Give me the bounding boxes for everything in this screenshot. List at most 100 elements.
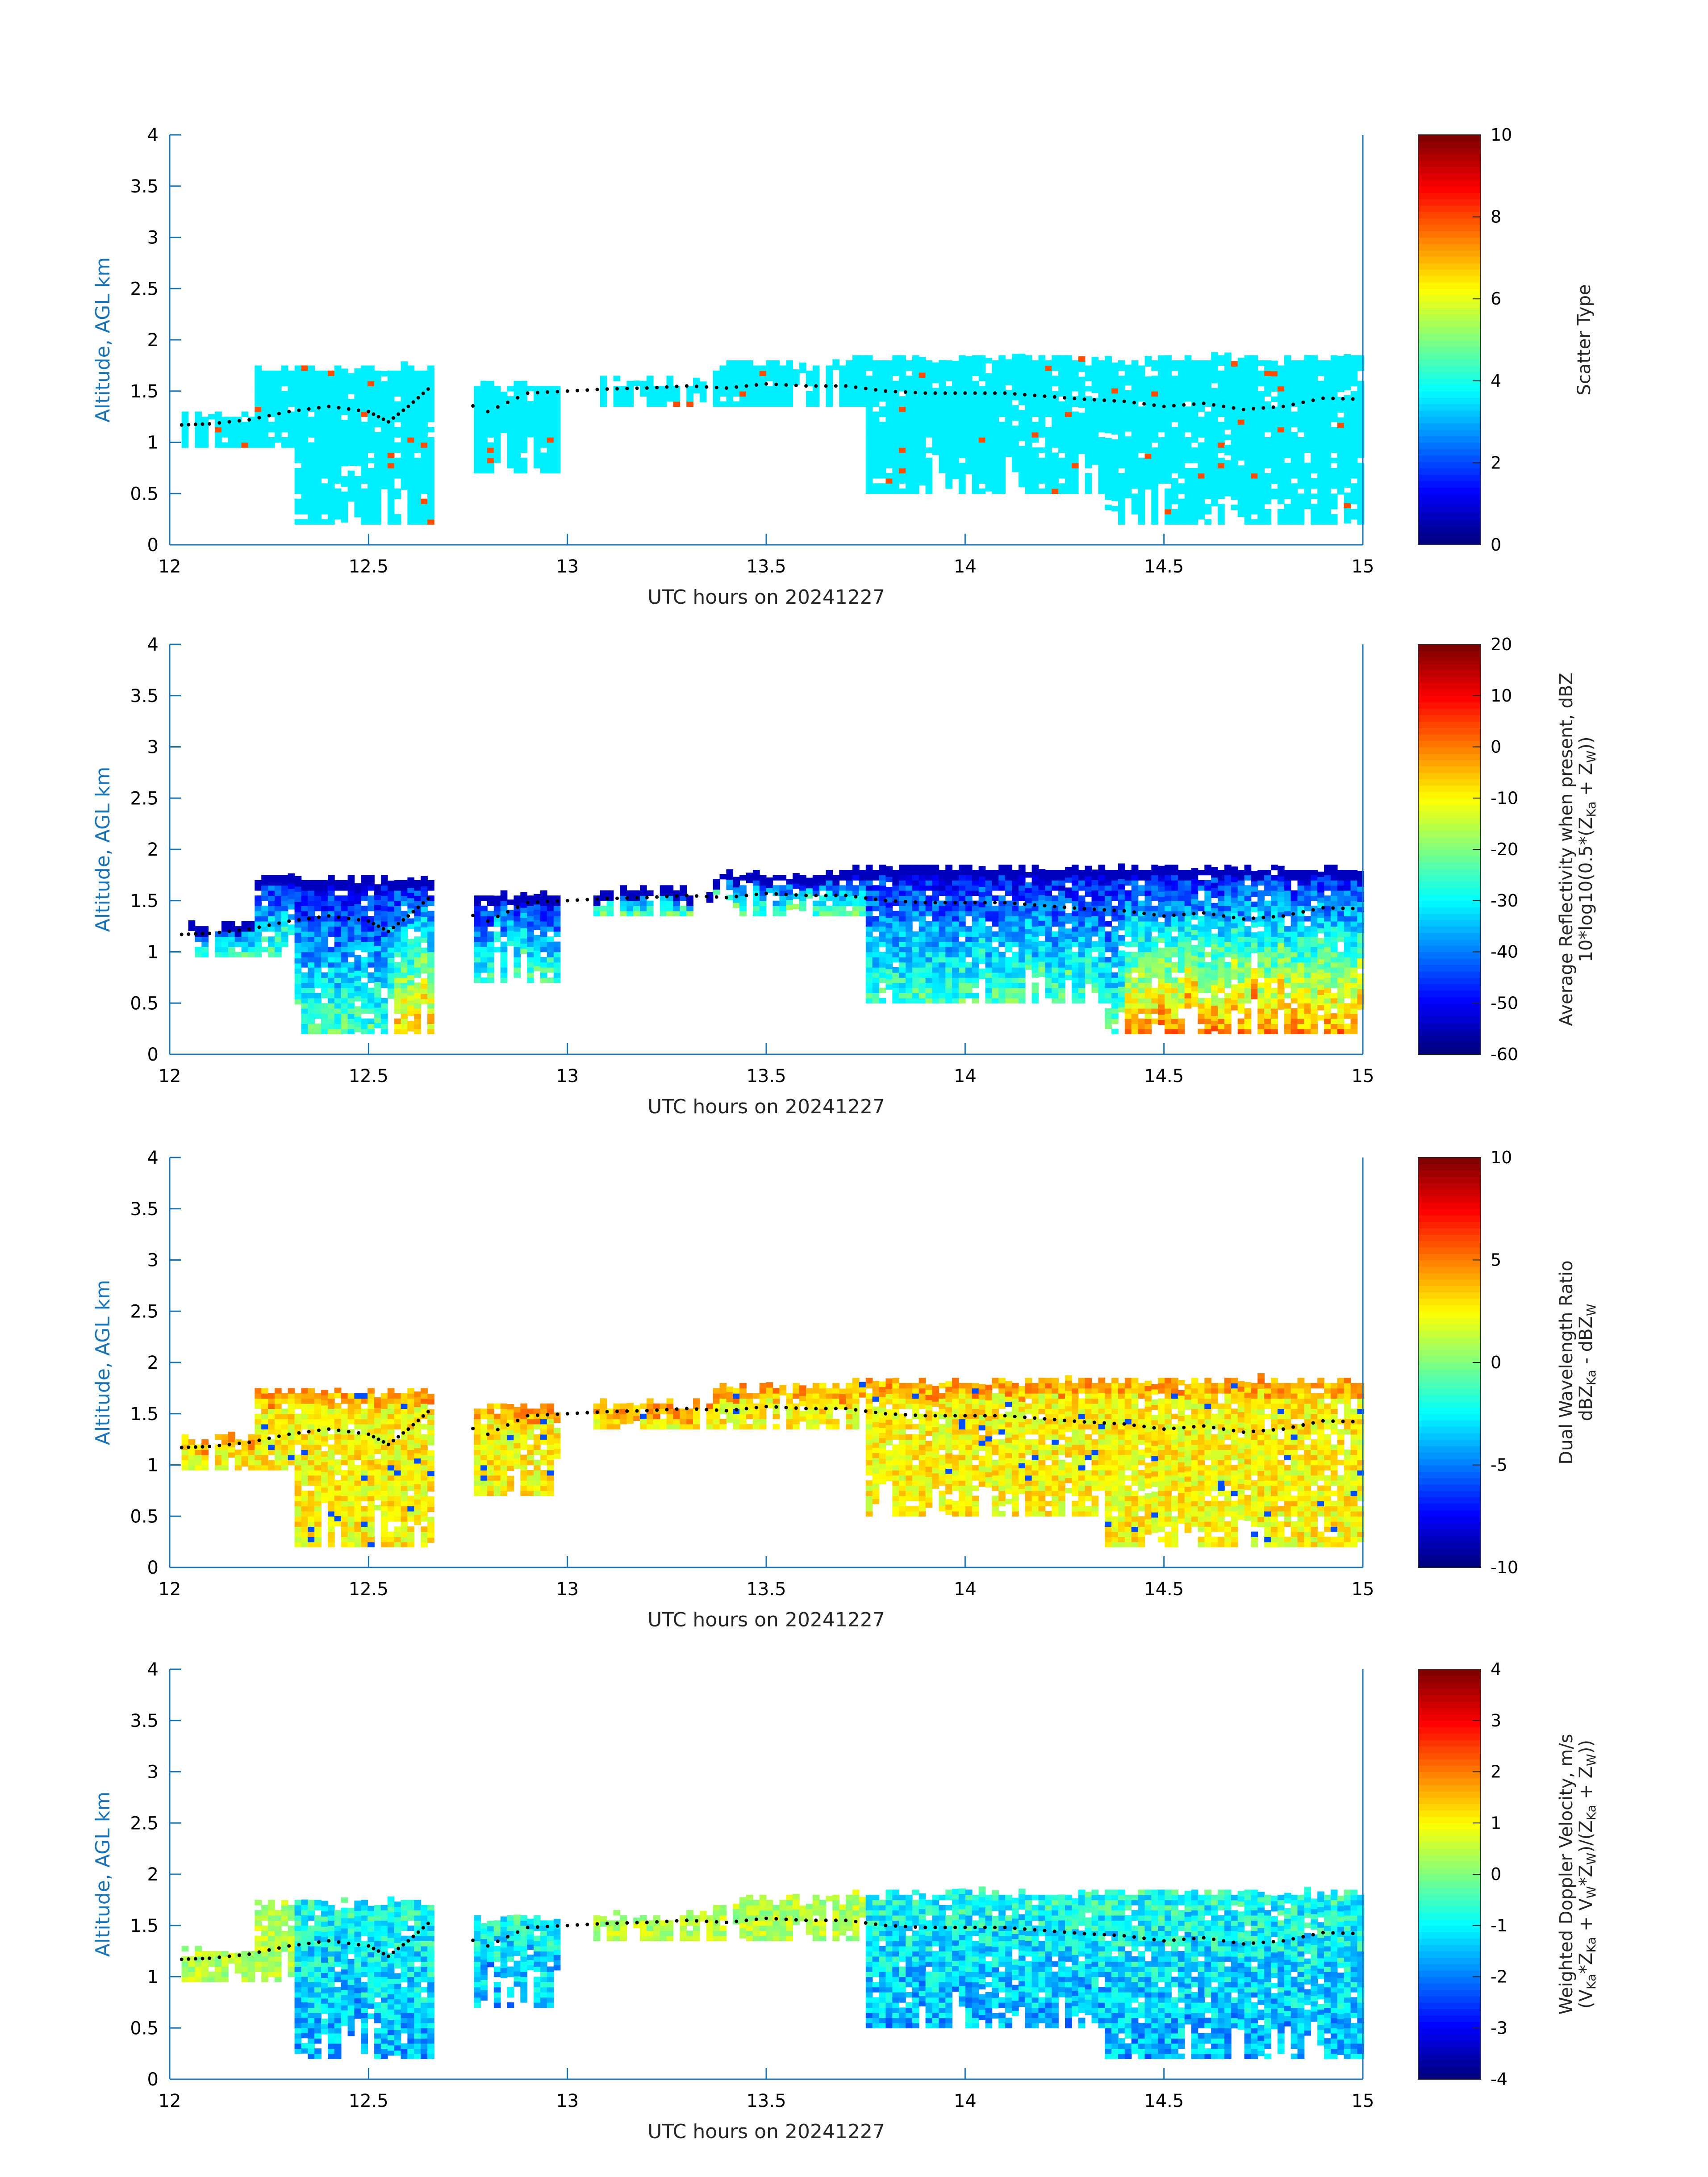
heatmap-cell: [1031, 360, 1039, 366]
heatmap-cell: [726, 380, 734, 387]
heatmap-cell: [553, 401, 561, 407]
heatmap-cell: [328, 370, 335, 376]
heatmap-cell: [912, 875, 919, 881]
heatmap-cell: [1290, 386, 1298, 392]
heatmap-cell: [1271, 453, 1278, 459]
heatmap-cell: [520, 422, 527, 427]
heatmap-cell: [1144, 479, 1152, 485]
heatmap-cell: [1171, 457, 1178, 464]
heatmap-cell: [1031, 376, 1039, 381]
heatmap-cell: [865, 993, 873, 999]
heatmap-cell: [281, 916, 288, 922]
heatmap-cell: [978, 422, 986, 427]
heatmap-cell: [308, 488, 315, 494]
heatmap-cell: [1124, 400, 1132, 406]
heatmap-cell: [1257, 391, 1265, 397]
heatmap-cell: [374, 370, 381, 376]
heatmap-cell: [773, 396, 780, 402]
heatmap-cell: [474, 396, 481, 402]
heatmap-cell: [361, 941, 368, 947]
cloud-dot: [1271, 405, 1275, 409]
heatmap-cell: [314, 483, 322, 489]
heatmap-cell: [726, 370, 734, 376]
heatmap-cell: [839, 396, 846, 402]
heatmap-cell: [1224, 465, 1232, 471]
heatmap-cell: [865, 916, 873, 922]
heatmap-cell: [374, 1007, 381, 1013]
heatmap-cell: [1278, 519, 1285, 525]
heatmap-cell: [1105, 402, 1112, 408]
heatmap-cell: [939, 365, 946, 371]
heatmap-cell: [407, 463, 415, 468]
heatmap-cell: [520, 943, 527, 949]
heatmap-cell: [992, 936, 999, 942]
heatmap-cell: [201, 417, 209, 422]
heatmap-cell: [673, 401, 681, 407]
heatmap-cell: [906, 452, 913, 458]
heatmap-cell: [899, 921, 906, 927]
heatmap-cell: [779, 370, 787, 376]
heatmap-cell: [1058, 370, 1065, 376]
heatmap-cell: [879, 483, 886, 489]
heatmap-cell: [261, 885, 268, 891]
heatmap-cell: [394, 386, 401, 392]
heatmap-cell: [1111, 368, 1119, 373]
heatmap-cell: [998, 386, 1006, 392]
heatmap-cell: [480, 957, 488, 963]
heatmap-cell: [1330, 457, 1338, 464]
heatmap-cell: [1297, 427, 1305, 433]
heatmap-cell: [380, 1013, 388, 1019]
heatmap-cell: [288, 401, 295, 407]
heatmap-cell: [394, 977, 401, 983]
heatmap-cell: [301, 998, 309, 1004]
heatmap-cell: [387, 463, 395, 468]
heatmap-cell: [1018, 359, 1026, 364]
heatmap-cell: [255, 947, 262, 953]
heatmap-cell: [1271, 371, 1278, 376]
heatmap-cell: [1278, 370, 1285, 376]
heatmap-cell: [527, 972, 534, 978]
heatmap-cell: [1085, 463, 1092, 468]
heatmap-cell: [547, 916, 554, 922]
heatmap-cell: [341, 435, 348, 441]
heatmap-cell: [1290, 483, 1298, 489]
heatmap-cell: [919, 382, 926, 388]
heatmap-cell: [673, 906, 681, 911]
heatmap-cell: [1184, 514, 1192, 520]
heatmap-cell: [1251, 447, 1258, 453]
heatmap-cell: [865, 437, 873, 443]
heatmap-cell: [1144, 402, 1152, 408]
heatmap-cell: [1171, 483, 1178, 489]
heatmap-cell: [1151, 452, 1158, 458]
heatmap-cell: [294, 478, 302, 484]
colorbar-step: [1418, 160, 1481, 167]
heatmap-cell: [952, 890, 959, 896]
heatmap-cell: [367, 1008, 375, 1014]
heatmap-cell: [1350, 376, 1358, 381]
heatmap-cell: [879, 365, 886, 371]
heatmap-cell: [414, 936, 421, 942]
heatmap-cell: [978, 907, 986, 913]
heatmap-cell: [1198, 370, 1205, 376]
heatmap-cell: [1278, 432, 1285, 438]
heatmap-cell: [1204, 391, 1211, 397]
heatmap-cell: [1131, 442, 1139, 448]
heatmap-cell: [978, 881, 986, 887]
heatmap-cell: [998, 422, 1006, 427]
heatmap-cell: [1284, 509, 1291, 514]
heatmap-cell: [1052, 360, 1059, 366]
heatmap-cell: [1211, 449, 1218, 455]
heatmap-cell: [507, 447, 514, 453]
heatmap-cell: [520, 427, 527, 433]
heatmap-cell: [354, 893, 362, 899]
heatmap-cell: [347, 1028, 355, 1034]
heatmap-cell: [1317, 422, 1324, 427]
heatmap-cell: [945, 926, 952, 932]
heatmap-cell: [713, 889, 720, 895]
heatmap-cell: [906, 401, 913, 407]
heatmap-cell: [268, 391, 275, 397]
heatmap-cell: [294, 999, 302, 1005]
heatmap-cell: [1204, 411, 1211, 417]
heatmap-cell: [1264, 457, 1271, 464]
heatmap-cell: [992, 406, 999, 412]
